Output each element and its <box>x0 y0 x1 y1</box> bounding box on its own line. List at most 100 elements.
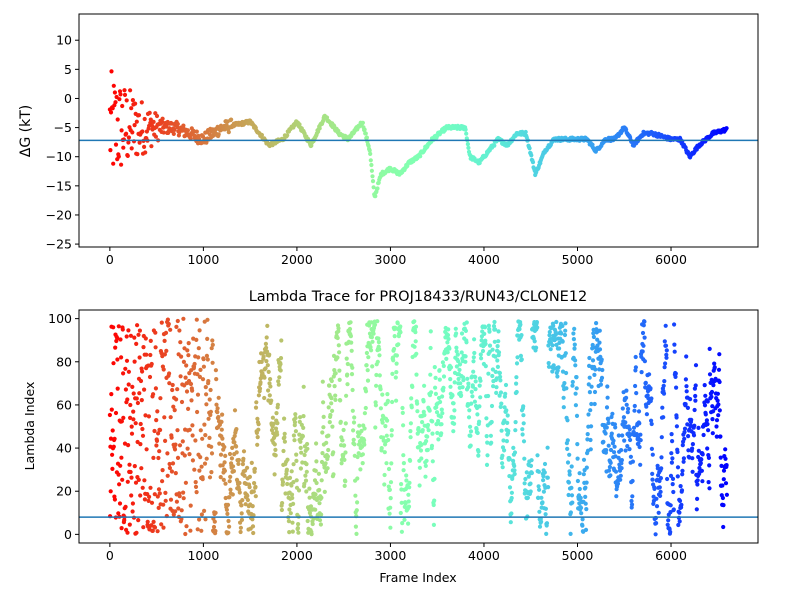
data-point <box>109 69 114 74</box>
data-point <box>662 379 667 384</box>
data-point <box>378 387 383 392</box>
data-point <box>303 473 308 478</box>
data-point <box>424 439 429 444</box>
lambda-y-ticks: 0 20 40 60 80 100 <box>48 311 79 542</box>
data-point <box>619 461 624 466</box>
data-point <box>184 363 189 368</box>
y-tick-label: −25 <box>46 237 72 252</box>
data-point <box>406 504 412 509</box>
data-point <box>616 433 621 438</box>
data-point <box>537 524 543 529</box>
data-point <box>659 435 664 440</box>
data-point <box>573 391 578 396</box>
data-point <box>452 408 457 413</box>
data-point <box>711 383 716 388</box>
data-point <box>263 341 268 346</box>
data-point <box>650 452 655 457</box>
data-point <box>489 403 495 409</box>
data-point <box>439 431 444 436</box>
data-point <box>301 425 306 430</box>
data-point <box>374 383 379 388</box>
data-point <box>282 439 287 444</box>
data-point <box>304 469 309 474</box>
data-point <box>471 369 476 374</box>
data-point <box>437 377 442 382</box>
data-point <box>440 411 445 416</box>
data-point <box>600 367 605 373</box>
data-point <box>627 427 632 432</box>
data-point <box>662 365 667 370</box>
data-point <box>240 498 245 503</box>
data-point <box>693 363 699 368</box>
data-point <box>634 391 639 396</box>
data-point <box>194 490 199 495</box>
data-point <box>627 447 632 452</box>
data-point <box>428 345 433 351</box>
data-point <box>120 103 125 109</box>
x-tick-label: 1000 <box>187 252 219 267</box>
data-point <box>198 428 203 433</box>
data-point <box>482 325 488 330</box>
data-point <box>254 400 259 405</box>
data-point <box>410 384 415 389</box>
data-point <box>647 372 652 377</box>
data-point <box>640 349 645 354</box>
data-point <box>521 413 526 418</box>
data-point <box>501 438 506 443</box>
data-point <box>679 488 685 493</box>
data-point <box>139 398 144 403</box>
data-point <box>476 449 481 454</box>
data-point <box>608 447 614 453</box>
data-point <box>107 412 112 418</box>
data-point <box>364 363 369 368</box>
data-point <box>289 483 294 488</box>
data-point <box>522 481 527 486</box>
data-point <box>720 483 725 488</box>
y-tick-label: 40 <box>56 441 72 456</box>
data-point <box>279 507 284 513</box>
data-point <box>209 444 214 449</box>
data-point <box>528 463 534 468</box>
data-point <box>521 439 527 444</box>
data-point <box>174 397 179 402</box>
data-point <box>587 390 593 395</box>
data-point <box>427 408 432 413</box>
data-point <box>664 348 669 353</box>
data-point <box>586 412 591 417</box>
data-point <box>570 379 575 385</box>
data-point <box>337 377 342 382</box>
data-point <box>571 331 576 336</box>
data-point <box>269 398 274 403</box>
data-point <box>343 479 348 484</box>
data-point <box>359 428 364 434</box>
data-point <box>573 403 579 408</box>
data-point <box>354 531 359 537</box>
data-point <box>567 472 572 477</box>
data-point <box>147 110 152 115</box>
data-point <box>265 363 270 368</box>
data-point <box>152 428 157 434</box>
data-point <box>709 389 715 395</box>
data-point <box>344 393 349 398</box>
data-point <box>133 101 138 106</box>
data-point <box>546 361 551 366</box>
data-point <box>204 392 209 397</box>
data-point <box>431 502 436 508</box>
data-point <box>368 151 373 156</box>
data-point <box>702 383 707 388</box>
data-point <box>423 474 428 479</box>
data-point <box>220 436 225 441</box>
data-point <box>216 414 221 420</box>
data-point <box>282 416 287 421</box>
data-point <box>207 397 212 402</box>
data-point <box>574 375 579 380</box>
data-point <box>176 506 181 511</box>
data-point <box>448 365 454 370</box>
data-point <box>324 115 330 120</box>
data-point <box>126 443 131 448</box>
data-point <box>367 148 372 153</box>
data-point <box>475 430 480 436</box>
data-point <box>205 317 210 322</box>
data-point <box>363 405 368 411</box>
data-point <box>613 469 619 474</box>
